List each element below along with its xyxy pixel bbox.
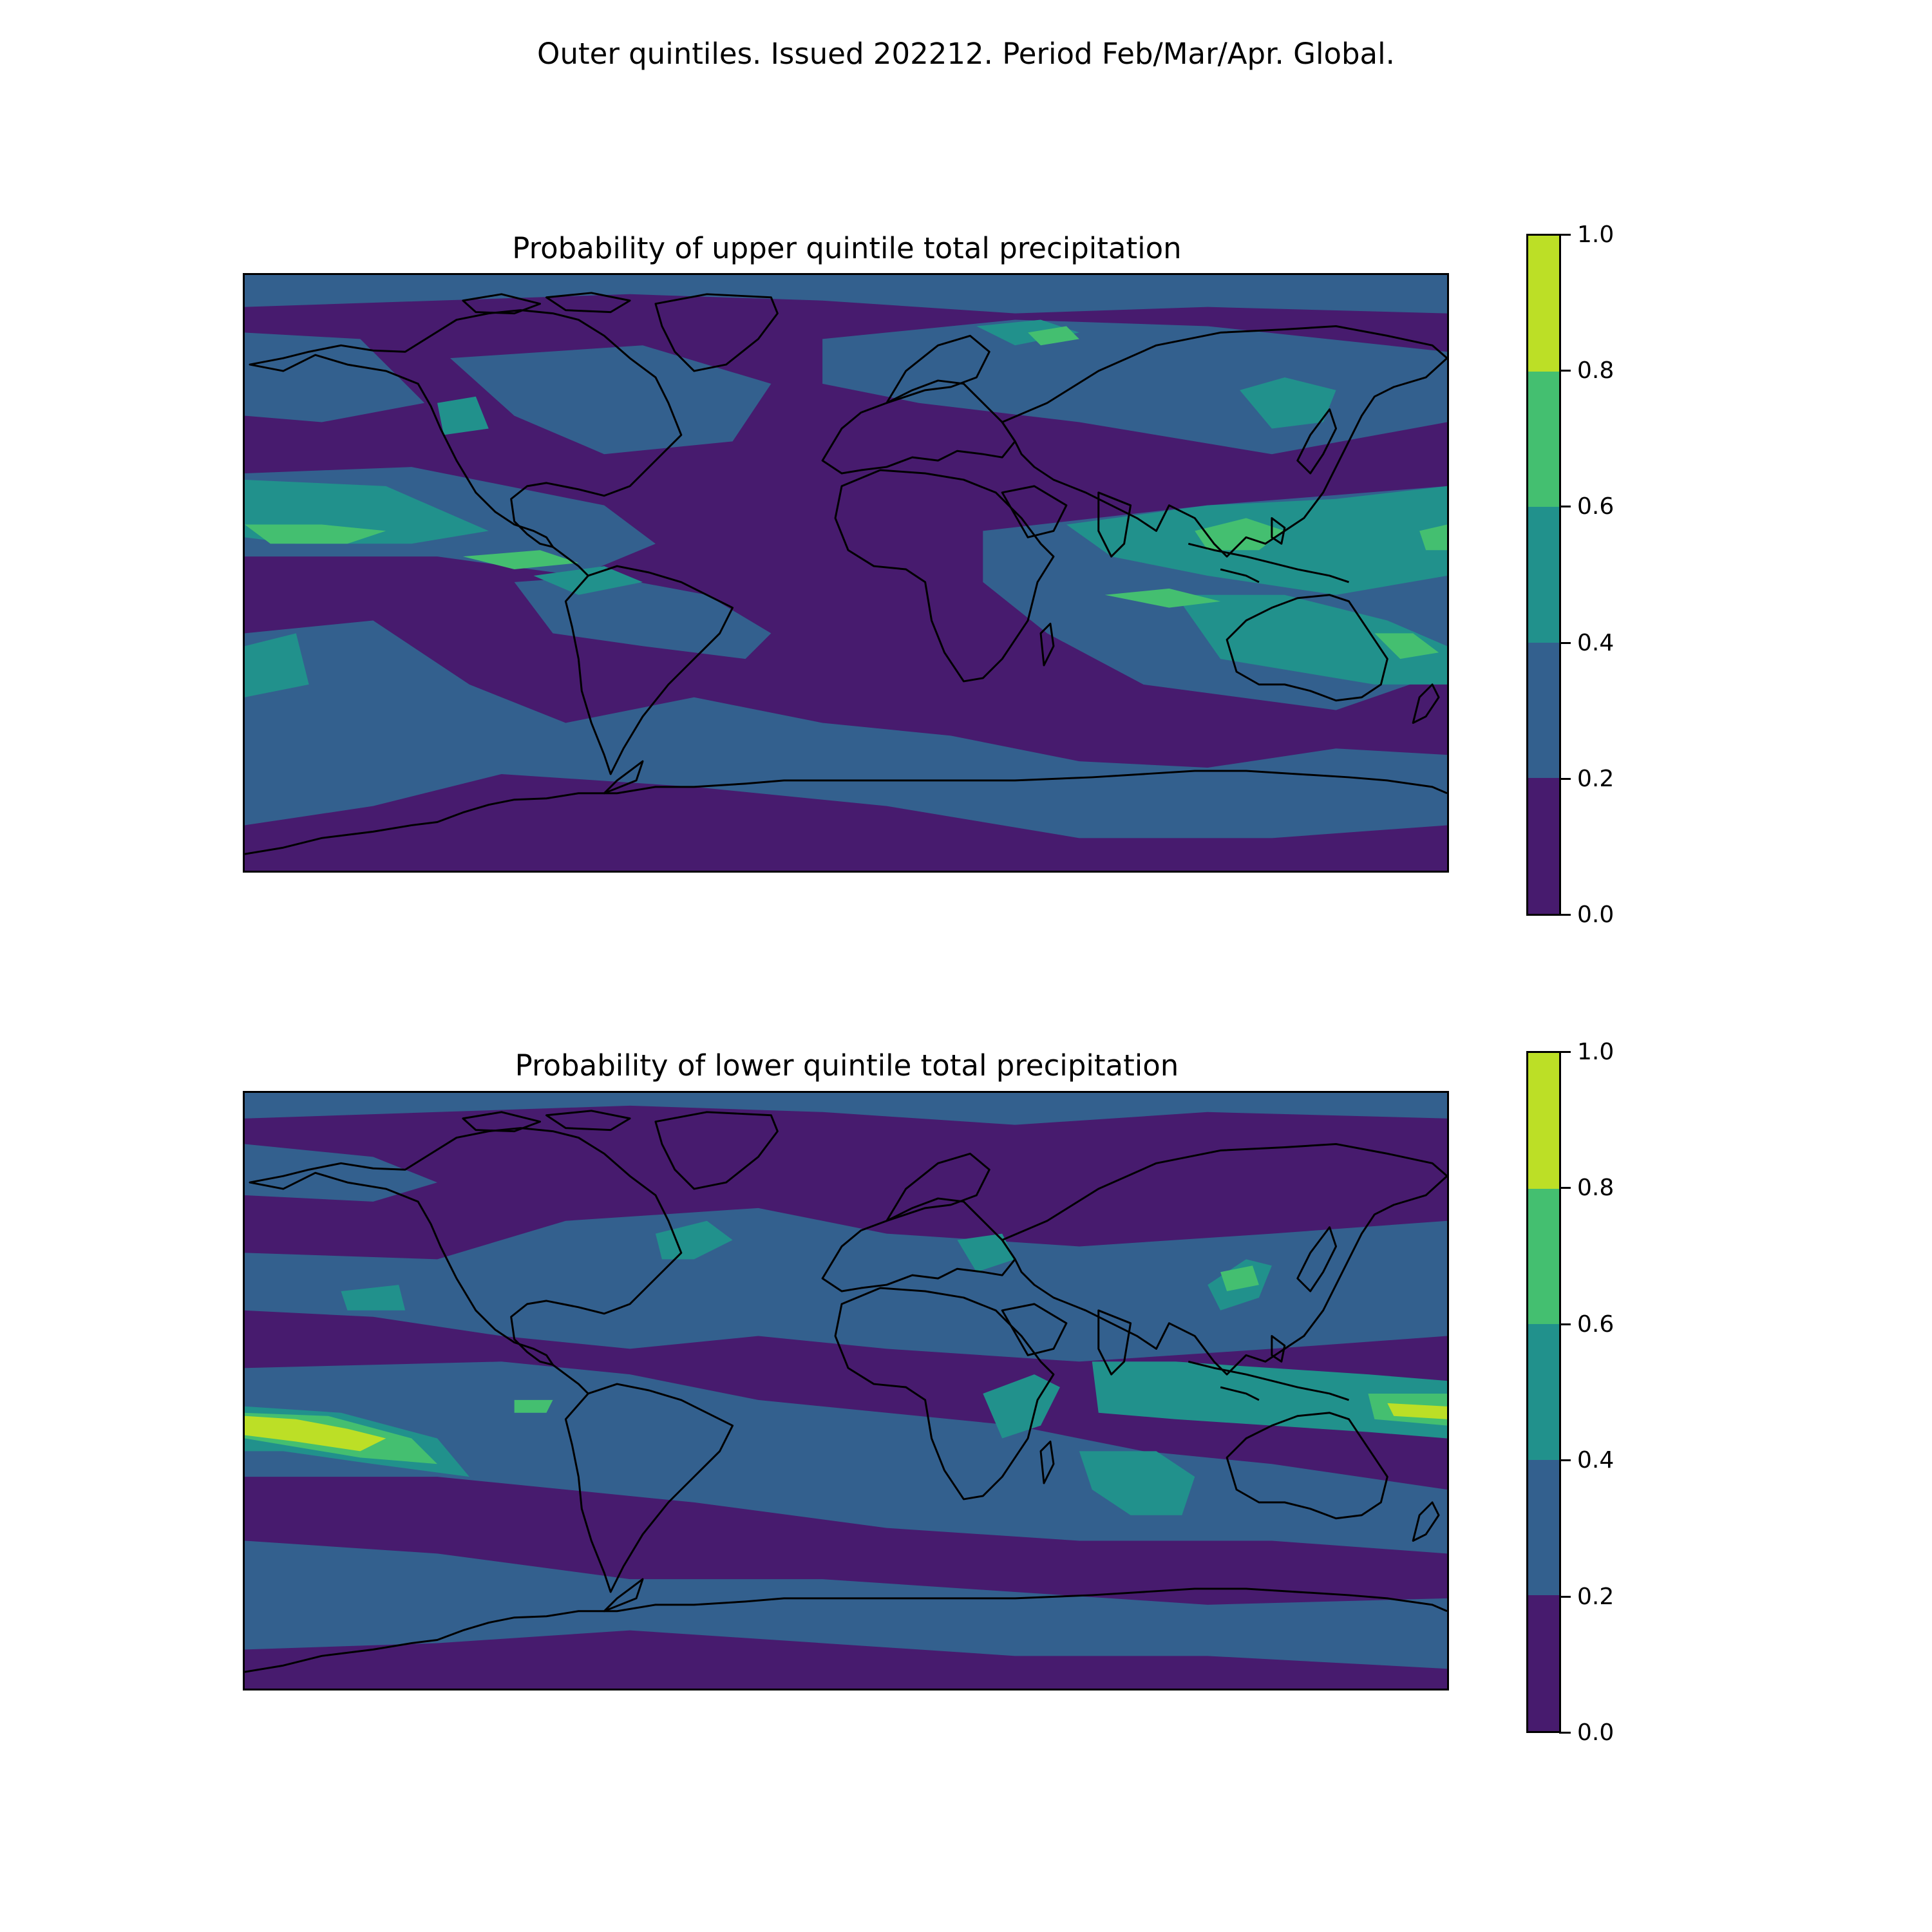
- colorbar-segment: [1528, 1459, 1559, 1596]
- colorbar-tick-label: 0.2: [1577, 1584, 1615, 1610]
- colorbar-segment: [1528, 1188, 1559, 1325]
- colorbar-segment: [1528, 236, 1559, 372]
- colorbar-segment: [1528, 1324, 1559, 1460]
- map-upper-quintile: [243, 273, 1449, 873]
- colorbar-segment: [1528, 642, 1559, 779]
- colorbar-tick-label: 0.6: [1577, 493, 1615, 520]
- colorbar-tick-label: 0.0: [1577, 902, 1615, 928]
- colorbar-lower: [1526, 1051, 1561, 1733]
- map-lower-quintile: [243, 1091, 1449, 1690]
- colorbar-segment: [1528, 507, 1559, 643]
- colorbar-tick-label: 1.0: [1577, 222, 1615, 248]
- figure-title: Outer quintiles. Issued 202212. Period F…: [537, 37, 1395, 71]
- colorbar-tick-label: 0.0: [1577, 1719, 1615, 1746]
- panel-title-lower: Probability of lower quintile total prec…: [515, 1048, 1179, 1083]
- colorbar-tick-label: 1.0: [1577, 1039, 1615, 1065]
- colorbar-tick-label: 0.4: [1577, 630, 1615, 656]
- precip-map-upper: [245, 275, 1447, 871]
- precip-map-lower: [245, 1093, 1447, 1689]
- colorbar-tick-label: 0.4: [1577, 1447, 1615, 1473]
- colorbar-segment: [1528, 1595, 1559, 1731]
- colorbar-tick-label: 0.8: [1577, 357, 1615, 384]
- colorbar-segment: [1528, 1053, 1559, 1189]
- panel-title-upper: Probability of upper quintile total prec…: [512, 231, 1182, 265]
- colorbar-segment: [1528, 778, 1559, 914]
- colorbar-upper: [1526, 234, 1561, 916]
- colorbar-segment: [1528, 371, 1559, 507]
- colorbar-tick-label: 0.8: [1577, 1175, 1615, 1201]
- colorbar-tick-label: 0.2: [1577, 766, 1615, 792]
- colorbar-tick-label: 0.6: [1577, 1311, 1615, 1338]
